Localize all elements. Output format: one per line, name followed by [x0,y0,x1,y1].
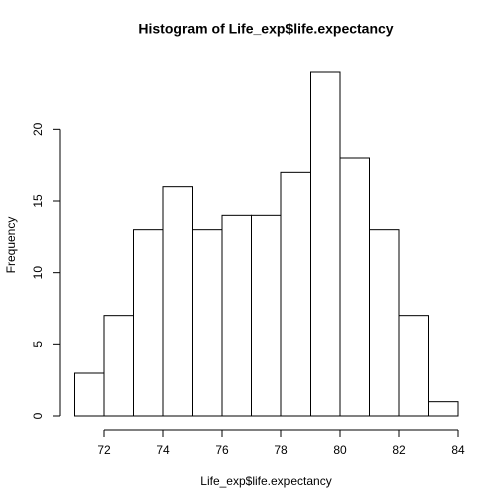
y-tick-label: 15 [31,194,45,208]
bar [310,71,341,417]
x-axis-label: Life_exp$life.expectancy [200,474,331,488]
y-tick-label: 20 [31,122,45,136]
x-tick-label: 72 [97,443,111,457]
y-tick-label: 10 [31,266,45,280]
bar [251,214,282,417]
x-tick-label: 76 [215,443,229,457]
y-axis-label: Frequency [4,217,18,274]
bar [192,229,223,417]
x-tick-label: 78 [274,443,288,457]
bar [74,372,105,417]
bar [398,315,429,417]
bar [162,186,193,417]
chart-title: Histogram of Life_exp$life.expectancy [138,21,393,37]
x-tick-label: 84 [451,443,465,457]
bar [428,401,459,417]
bar [339,157,370,417]
bar [221,214,252,417]
x-tick-label: 82 [392,443,406,457]
x-tick-label: 80 [333,443,347,457]
bar [103,315,134,417]
bar [280,171,311,417]
bar [369,229,400,417]
y-tick-label: 0 [31,412,45,419]
x-tick-label: 74 [156,443,170,457]
bar [133,229,164,417]
y-tick-label: 5 [31,341,45,348]
